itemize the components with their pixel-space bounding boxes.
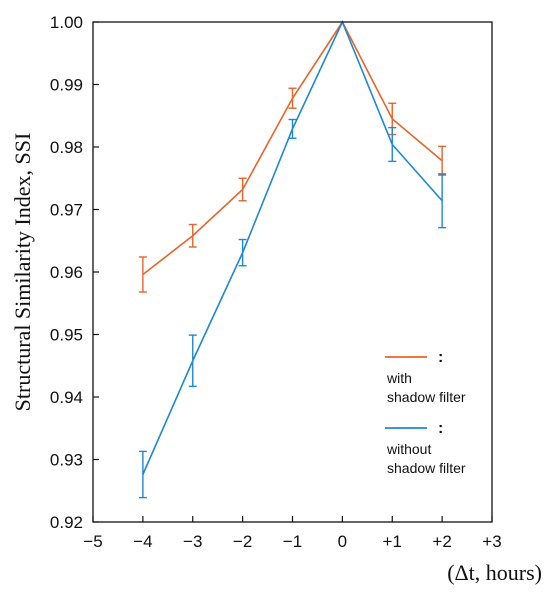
y-tick-label: 0.98 [50, 138, 83, 157]
x-tick-label: +1 [383, 532, 402, 551]
x-axis-ticks: −5 −4 −3 −2 −1 0 +1 +2 +3 [83, 516, 502, 551]
legend-colon: : [438, 420, 443, 437]
x-tick-label: −4 [133, 532, 152, 551]
error-bar [288, 118, 297, 139]
error-bar [388, 126, 397, 163]
error-bar [288, 87, 297, 109]
y-axis-ticks: 0.92 0.93 0.94 0.95 0.96 0.97 0.98 0.99 1.00 [50, 13, 99, 532]
error-bar [138, 450, 147, 499]
y-axis-title: Structural Similarity Index, SSI [10, 133, 35, 412]
x-tick-label: −5 [83, 532, 102, 551]
error-bar [238, 177, 247, 202]
series-with-shadow-filter [138, 20, 447, 293]
y-tick-label: 1.00 [50, 13, 83, 32]
y-tick-label: 0.99 [50, 76, 83, 95]
legend-label: shadow filter [387, 460, 466, 476]
x-tick-label: +2 [432, 532, 451, 551]
legend-label: with [386, 370, 412, 386]
x-tick-label: −3 [183, 532, 202, 551]
error-bar [188, 223, 197, 248]
error-bar [438, 173, 447, 229]
error-bar [238, 238, 247, 267]
plot-frame [92, 21, 493, 523]
legend-item-without-shadow-filter: : without shadow filter [385, 420, 466, 476]
x-tick-label: −2 [233, 532, 252, 551]
error-bar [438, 145, 447, 176]
legend-label: without [386, 441, 431, 457]
y-tick-label: 0.92 [50, 513, 83, 532]
legend-label: shadow filter [387, 389, 466, 405]
legend: : with shadow filter: without shadow filter [385, 349, 466, 476]
series-line [142, 20, 443, 276]
x-axis-title: (Δt, hours) [447, 560, 542, 585]
legend-colon: : [438, 349, 443, 366]
x-tick-label: 0 [338, 532, 347, 551]
y-tick-label: 0.96 [50, 263, 83, 282]
x-tick-label: −1 [283, 532, 302, 551]
y-tick-label: 0.94 [50, 388, 83, 407]
x-tick-label: +3 [482, 532, 501, 551]
y-tick-label: 0.95 [50, 326, 83, 345]
y-tick-label: 0.97 [50, 201, 83, 220]
series-layer [138, 20, 447, 499]
error-bar [188, 334, 197, 388]
y-tick-label: 0.93 [50, 451, 83, 470]
error-bar [138, 256, 147, 293]
series-without-shadow-filter [138, 20, 447, 499]
legend-item-with-shadow-filter: : with shadow filter [385, 349, 466, 405]
